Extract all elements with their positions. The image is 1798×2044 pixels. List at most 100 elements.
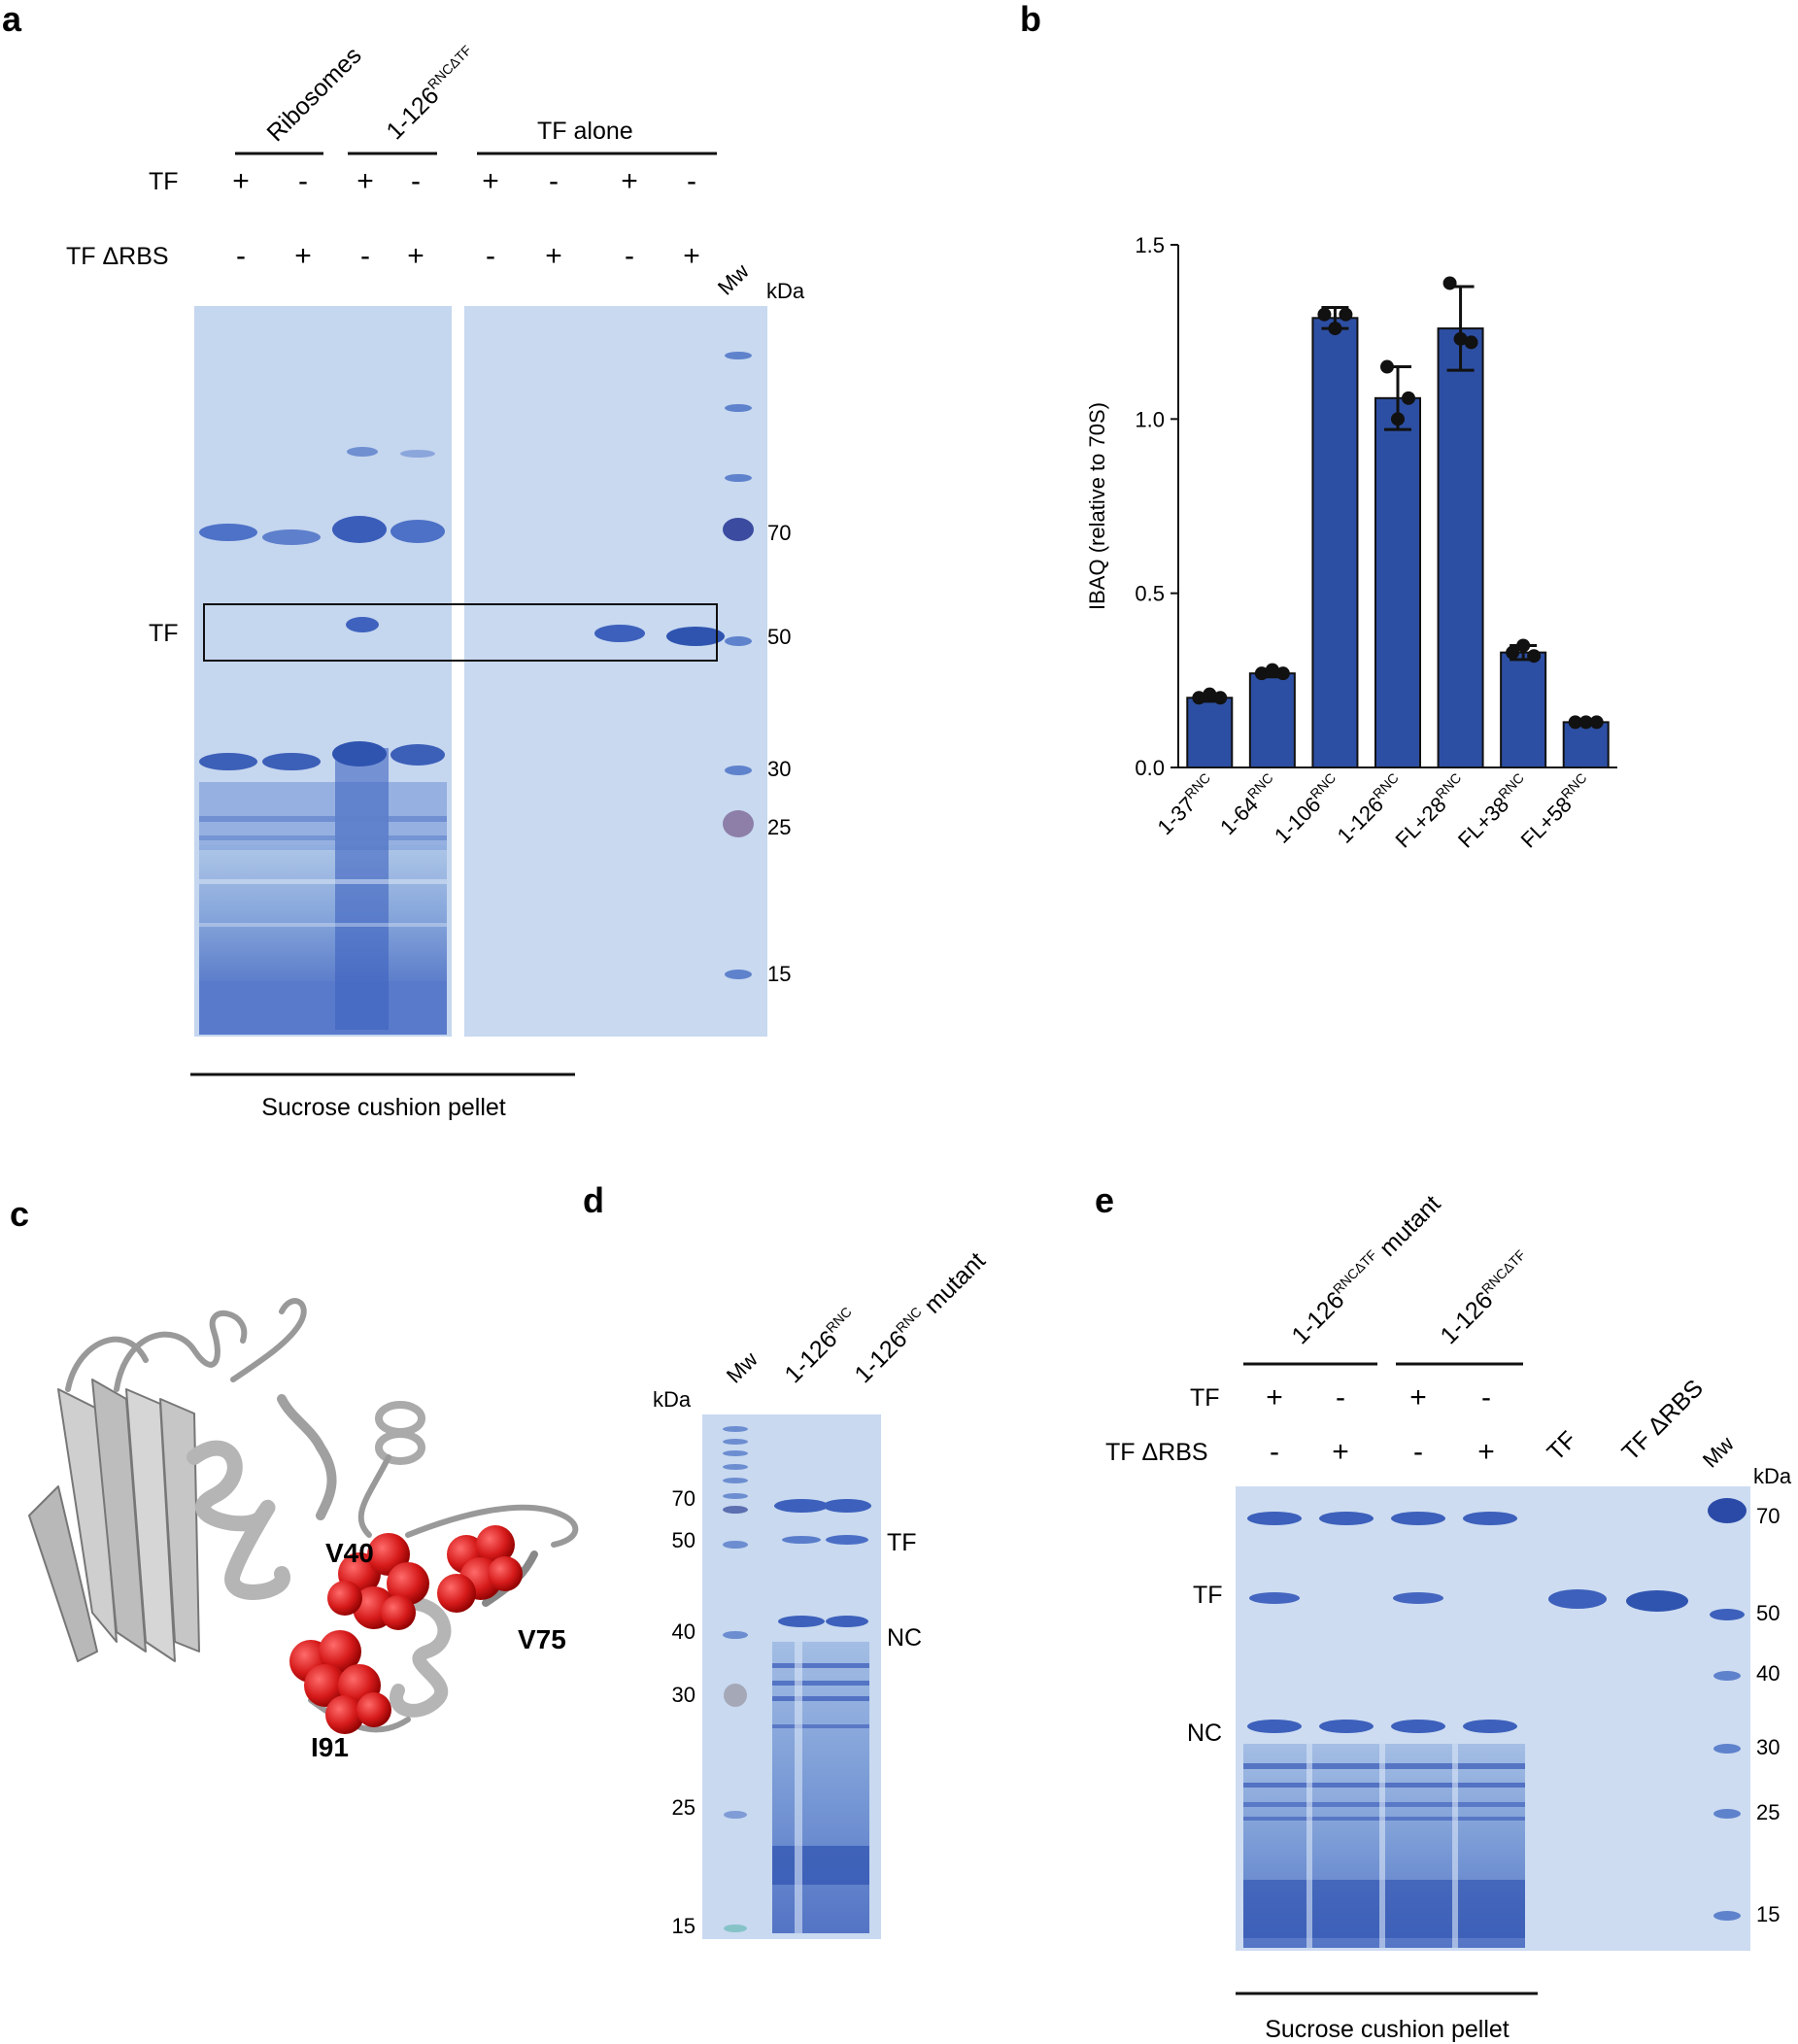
group-label-tf-alone: TF alone (537, 118, 633, 145)
data-point (1391, 412, 1405, 426)
lane-label-tf-drbs: TF ΔRBS (1616, 1375, 1708, 1466)
data-point (1589, 715, 1604, 730)
mw-value: 15 (1756, 1902, 1780, 1926)
y-tick-label: 0.0 (1135, 756, 1165, 780)
tf-sign: + (482, 165, 499, 197)
data-point (1339, 307, 1353, 322)
data-point (1442, 276, 1457, 290)
mw-value: 40 (672, 1619, 695, 1644)
group-label-mutant: 1-126RNCΔTF mutant (1286, 1189, 1446, 1349)
group-label-1-126: 1-126RNCΔTF (381, 42, 484, 145)
data-point (1203, 687, 1217, 701)
panel-c-letter: c (10, 1194, 29, 1234)
data-point (1527, 649, 1542, 664)
residue-label-v40: V40 (325, 1538, 374, 1568)
tf-drbs-sign: - (1270, 1436, 1279, 1468)
tf-sign: - (1336, 1381, 1345, 1414)
panel-d: d Mw 1-126RNC 1-126RNC mutant kDa (583, 1180, 991, 1939)
tf-drbs-sign: - (236, 240, 246, 272)
tf-sign: + (621, 165, 638, 197)
data-point (1192, 691, 1206, 705)
panel-d-letter: d (583, 1180, 604, 1220)
iBAQ-bar-chart: 0.0 0.5 1.0 1.5 IBAQ (relative to 70S) 1-37RN… (1085, 233, 1617, 853)
mw-value: 50 (672, 1528, 695, 1552)
tf-sign-row: + - + - (1266, 1381, 1491, 1414)
tf-sign: - (298, 165, 308, 197)
tf-sign: - (687, 165, 696, 197)
data-point (1516, 638, 1531, 653)
gel-e-bands (1243, 1498, 1747, 1948)
tf-band-label: TF (149, 620, 179, 647)
panel-c: c (10, 1194, 579, 1762)
tf-drbs-sign: - (360, 240, 370, 272)
tf-drbs-sign: - (486, 240, 495, 272)
residue-label-i91: I91 (311, 1732, 349, 1762)
kda-label: kDa (1753, 1464, 1792, 1488)
data-point (1453, 331, 1468, 346)
panel-e-letter: e (1095, 1180, 1114, 1220)
data-point (1464, 335, 1478, 350)
mw-value: 70 (767, 521, 791, 545)
panel-e: e 1-126RNCΔTF mutant 1-126RNCΔTF TF TF Δ… (1095, 1180, 1792, 2043)
tf-sign: - (1481, 1381, 1491, 1414)
tf-drbs-sign: - (1413, 1436, 1423, 1468)
mw-value: 70 (1756, 1504, 1780, 1528)
mw-value: 25 (767, 815, 791, 839)
panel-b-letter: b (1020, 0, 1041, 39)
kda-label: kDa (766, 279, 805, 303)
mw-value: 50 (767, 625, 791, 649)
mw-value: 40 (1756, 1661, 1780, 1686)
band-label-nc: NC (887, 1624, 922, 1652)
row-label-tf: TF (149, 168, 179, 195)
tf-sign: + (232, 165, 250, 197)
y-tick-label: 1.5 (1135, 233, 1165, 257)
mw-value: 70 (672, 1486, 695, 1511)
tf-band-box (203, 603, 718, 662)
tf-drbs-sign: + (407, 240, 424, 272)
tf-sign: + (356, 165, 374, 197)
data-point (1402, 391, 1415, 405)
mw-value-labels: 70 50 40 30 25 15 (672, 1486, 695, 1938)
mw-ladder (723, 352, 754, 979)
group-label-1-126: 1-126RNCΔTF (1435, 1246, 1538, 1349)
mw-lane-label: Mw (722, 1347, 763, 1388)
mw-lane-label: Mw (713, 259, 754, 300)
kda-label: kDa (653, 1387, 692, 1412)
bottom-label: Sucrose cushion pellet (261, 1094, 506, 1121)
mw-value: 15 (767, 962, 791, 986)
bottom-label: Sucrose cushion pellet (1265, 2016, 1510, 2043)
band-label-tf: TF (1193, 1582, 1223, 1609)
mw-value: 30 (1756, 1735, 1780, 1759)
row-label-tf: TF (1190, 1384, 1220, 1412)
gel-right-bands (594, 625, 725, 646)
band-label-nc: NC (1187, 1720, 1222, 1747)
y-tick-label: 1.0 (1135, 407, 1165, 431)
tf-sign-row: + - + - + - + - (232, 165, 696, 197)
mw-value: 15 (672, 1914, 695, 1938)
bar-1-64 (1248, 672, 1296, 768)
tf-drbs-sign: + (545, 240, 562, 272)
mw-value: 25 (1756, 1800, 1780, 1824)
gel-right (464, 306, 767, 1037)
tf-sign: - (411, 165, 421, 197)
x-tick-label: 1-37RNC (1151, 769, 1221, 839)
data-point (1506, 645, 1520, 660)
lane-label-tf: TF (1542, 1426, 1581, 1466)
tf-sign: + (1409, 1381, 1427, 1414)
gel-left-bands (199, 447, 447, 1035)
data-point (1317, 307, 1332, 322)
tf-drbs-sign: + (683, 240, 700, 272)
group-label-ribosomes: Ribosomes (261, 42, 366, 147)
panel-b: b 0.0 0.5 1.0 1.5 IBAQ (relative to 70S) 1-37… (1020, 0, 1617, 853)
panel-a: a Ribosomes 1-126RNCΔTF TF alone TF TF Δ… (2, 0, 805, 1121)
mw-value: 30 (767, 757, 791, 781)
row-label-tf-drbs: TF ΔRBS (66, 243, 169, 270)
mw-value: 30 (672, 1683, 695, 1707)
data-point (1380, 359, 1394, 374)
bar-1-126 (1374, 396, 1421, 768)
residue-spheres (289, 1525, 523, 1734)
x-tick-label: 1-106RNC (1269, 769, 1346, 847)
x-tick-label: FL+58RNC (1514, 769, 1597, 852)
tf-drbs-sign: + (1477, 1436, 1495, 1468)
row-label-tf-drbs: TF ΔRBS (1105, 1439, 1208, 1466)
